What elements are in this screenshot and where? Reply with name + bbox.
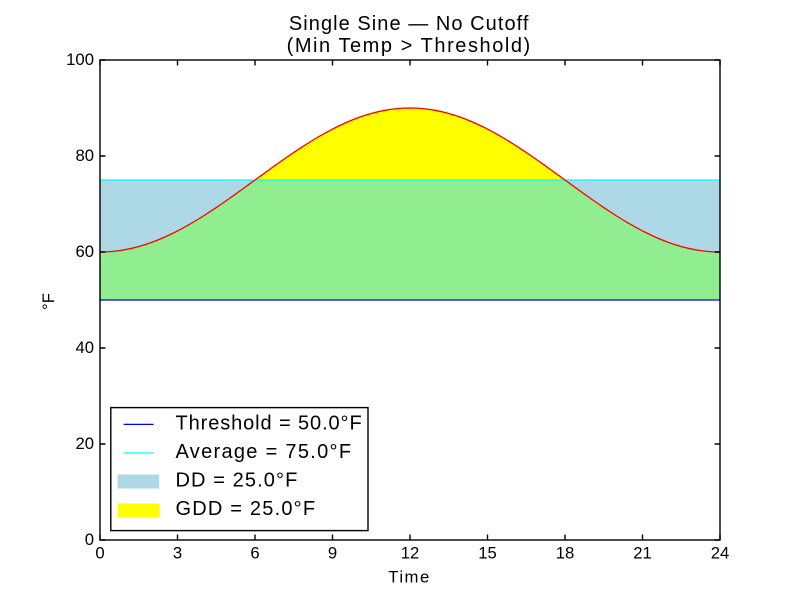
svg-text:3: 3 xyxy=(173,544,182,563)
svg-text:Time: Time xyxy=(388,568,430,587)
svg-text:0: 0 xyxy=(85,530,94,549)
svg-text:40: 40 xyxy=(75,338,94,357)
svg-text:80: 80 xyxy=(75,146,94,165)
svg-text:GDD = 25.0°F: GDD = 25.0°F xyxy=(176,498,317,520)
svg-text:Single Sine — No Cutoff: Single Sine — No Cutoff xyxy=(289,13,530,35)
svg-text:6: 6 xyxy=(250,544,259,563)
svg-text:(Min Temp > Threshold): (Min Temp > Threshold) xyxy=(287,35,532,57)
svg-text:20: 20 xyxy=(75,434,94,453)
svg-text:21: 21 xyxy=(633,544,652,563)
svg-text:0: 0 xyxy=(95,544,104,563)
svg-text:100: 100 xyxy=(66,50,94,69)
svg-text:60: 60 xyxy=(75,242,94,261)
svg-text:12: 12 xyxy=(401,544,420,563)
svg-text:°F: °F xyxy=(39,293,58,310)
svg-text:DD = 25.0°F: DD = 25.0°F xyxy=(176,470,299,492)
svg-text:Average = 75.0°F: Average = 75.0°F xyxy=(176,441,353,463)
svg-text:Threshold = 50.0°F: Threshold = 50.0°F xyxy=(176,412,363,434)
svg-text:18: 18 xyxy=(556,544,575,563)
svg-text:9: 9 xyxy=(328,544,337,563)
svg-text:24: 24 xyxy=(711,544,730,563)
svg-text:15: 15 xyxy=(478,544,497,563)
